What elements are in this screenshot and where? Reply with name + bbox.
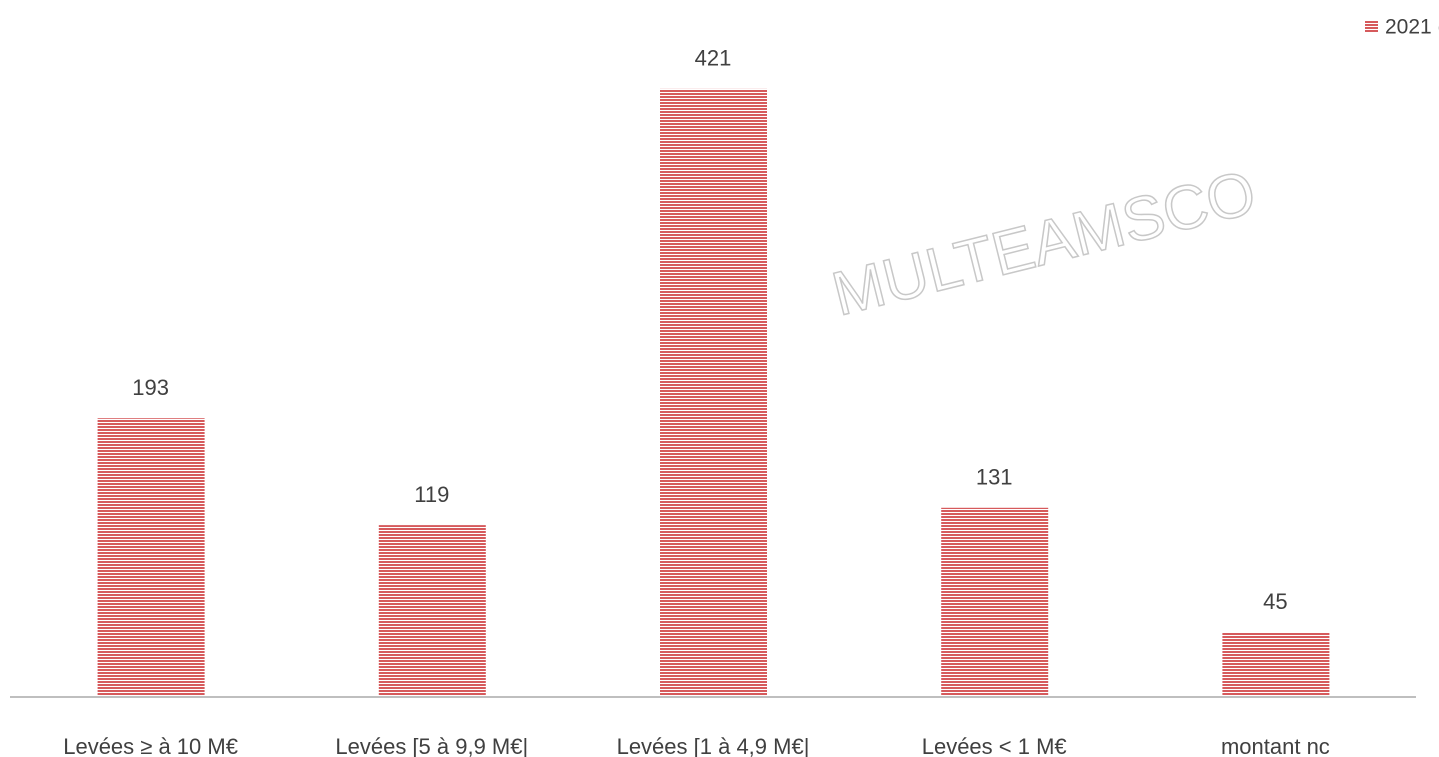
bar bbox=[97, 418, 205, 697]
bar bbox=[1222, 632, 1330, 697]
x-tick-label: Levées [5 à 9,9 M€| bbox=[335, 734, 528, 757]
x-tick-label: Levées ≥ à 10 M€ bbox=[63, 734, 238, 757]
value-label: 421 bbox=[695, 46, 732, 71]
legend-swatch bbox=[1365, 20, 1378, 33]
bar bbox=[941, 507, 1049, 697]
legend-label: 2021 (en nombre en deals) bbox=[1385, 16, 1439, 39]
x-tick-label: Levées < 1 M€ bbox=[922, 734, 1067, 757]
value-label: 131 bbox=[976, 465, 1013, 490]
x-tick-label: montant nc bbox=[1221, 734, 1330, 757]
watermark: MULTEAMSCO bbox=[826, 158, 1263, 330]
value-label: 45 bbox=[1263, 589, 1287, 614]
x-tick-label: Levées [1 à 4,9 M€| bbox=[617, 734, 810, 757]
bar bbox=[660, 88, 767, 697]
value-label: 119 bbox=[414, 482, 449, 507]
value-label: 193 bbox=[132, 375, 169, 400]
bar bbox=[378, 525, 486, 697]
